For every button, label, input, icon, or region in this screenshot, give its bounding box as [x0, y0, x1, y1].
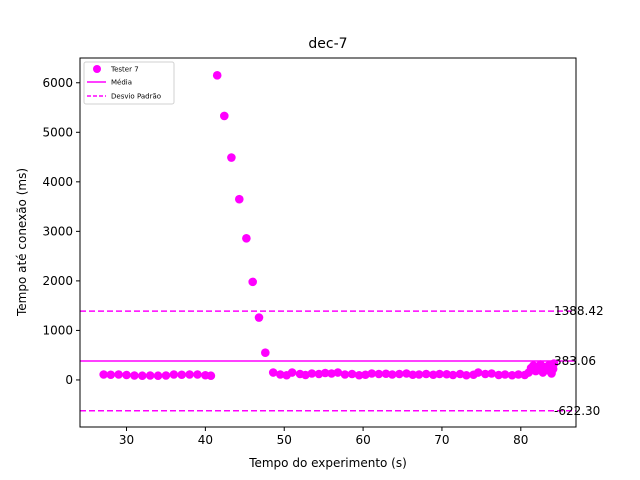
data-point [220, 111, 229, 121]
data-point [161, 371, 171, 380]
y-tick-label: 6000 [42, 76, 73, 90]
y-tick-label: 4000 [42, 175, 73, 189]
data-point [507, 370, 517, 380]
data-point [367, 369, 377, 378]
x-tick-label: 80 [513, 433, 528, 447]
data-point [122, 370, 131, 380]
data-point [106, 370, 116, 380]
annotations: 1388.42 383.06 -622.30 [554, 304, 604, 418]
data-point [481, 369, 490, 379]
chart-title: dec-7 [308, 36, 347, 52]
data-point [287, 368, 297, 377]
y-axis: 0 1000 2000 3000 4000 5000 6000 [42, 76, 80, 387]
legend-label-desvio: Desvio Padrão [111, 93, 161, 101]
data-point [347, 369, 357, 379]
data-point [514, 370, 523, 379]
x-tick-label: 70 [434, 433, 449, 447]
data-point [462, 370, 471, 380]
data-point [177, 370, 187, 380]
data-point [549, 359, 559, 368]
data-point [435, 369, 444, 379]
legend-label-media: Média [111, 79, 132, 87]
data-point [261, 348, 270, 358]
x-tick-label: 40 [198, 433, 213, 447]
data-point [275, 370, 285, 379]
data-point [428, 370, 438, 380]
x-tick-label: 50 [277, 433, 292, 447]
data-point [487, 369, 496, 378]
data-point [414, 370, 424, 379]
data-point [442, 369, 451, 379]
x-axis-label: Tempo do experimento (s) [248, 456, 407, 470]
x-tick-label: 30 [119, 433, 134, 447]
data-point [153, 371, 163, 381]
legend: Tester 7 Média Desvio Padrão [83, 61, 175, 105]
reference-lines [80, 310, 576, 412]
data-point [227, 153, 236, 162]
data-point [268, 368, 278, 377]
line-value-annotation: 383.06 [554, 354, 596, 368]
legend-label-tester: Tester 7 [110, 66, 139, 74]
plot-frame [79, 57, 577, 428]
data-point [130, 371, 139, 380]
data-point [354, 370, 364, 380]
y-tick-label: 3000 [42, 224, 73, 238]
data-point [494, 370, 504, 380]
data-point [145, 371, 155, 380]
y-tick-label: 2000 [42, 274, 73, 288]
data-point [374, 369, 384, 379]
data-point [473, 368, 483, 377]
data-point [448, 370, 458, 380]
data-point [500, 370, 510, 379]
data-point [99, 370, 108, 379]
y-tick-label: 1000 [42, 323, 73, 337]
data-point [185, 370, 194, 379]
data-point [327, 369, 336, 378]
data-point [169, 370, 179, 379]
data-point [254, 313, 264, 322]
legend-marker-tester [93, 65, 101, 73]
data-point [248, 277, 257, 287]
x-tick-label: 60 [355, 433, 370, 447]
data-point [212, 71, 222, 80]
y-tick-label: 5000 [42, 125, 73, 139]
data-point [193, 370, 202, 379]
data-point [340, 370, 350, 379]
legend-box [83, 61, 175, 105]
data-point [333, 368, 343, 377]
data-point [234, 194, 244, 204]
data-point [242, 233, 251, 243]
x-axis: 30 40 50 60 70 80 [119, 427, 528, 447]
y-tick-label: 0 [65, 373, 73, 387]
data-point [137, 371, 147, 381]
data-point [395, 369, 404, 379]
data-point [387, 370, 397, 379]
line-value-annotation: -622.30 [554, 404, 600, 418]
data-point [320, 368, 330, 378]
data-point [381, 369, 391, 379]
data-point [408, 370, 418, 380]
data-point [314, 369, 324, 379]
y-axis-label: Tempo até conexão (ms) [15, 168, 29, 317]
scatter-points [99, 71, 559, 381]
data-point [307, 369, 317, 378]
data-point [206, 371, 216, 381]
line-value-annotation: 1388.42 [554, 304, 604, 318]
data-point [114, 370, 123, 379]
data-point [421, 369, 431, 379]
